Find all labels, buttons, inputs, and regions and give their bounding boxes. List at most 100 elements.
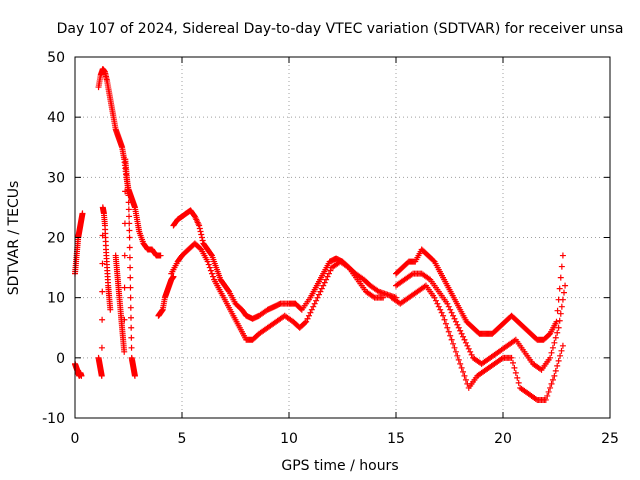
data-point bbox=[210, 273, 217, 280]
data-point bbox=[549, 344, 556, 351]
data-point bbox=[509, 359, 516, 366]
data-point bbox=[126, 220, 133, 227]
data-point bbox=[554, 329, 561, 336]
data-point bbox=[127, 274, 134, 281]
data-point bbox=[324, 273, 331, 280]
data-point bbox=[462, 339, 469, 346]
data-point bbox=[468, 351, 475, 358]
x-tick-label: 20 bbox=[494, 431, 512, 447]
data-point bbox=[121, 284, 128, 291]
data-point bbox=[196, 222, 203, 229]
y-tick-label: 50 bbox=[47, 50, 65, 66]
data-point bbox=[127, 284, 134, 291]
data-point bbox=[511, 364, 518, 371]
data-point bbox=[442, 320, 449, 327]
data-point bbox=[225, 287, 232, 294]
data-point bbox=[198, 231, 205, 238]
data-point bbox=[199, 237, 206, 244]
data-point bbox=[454, 321, 461, 328]
data-points bbox=[72, 66, 569, 403]
data-point bbox=[304, 315, 311, 322]
data-point bbox=[556, 285, 563, 292]
data-point bbox=[79, 210, 86, 217]
data-point bbox=[547, 384, 554, 391]
data-point bbox=[555, 324, 562, 331]
data-point bbox=[125, 192, 132, 199]
data-point bbox=[558, 347, 565, 354]
data-point bbox=[560, 289, 567, 296]
data-point bbox=[310, 303, 317, 310]
series-short-arcs bbox=[155, 273, 177, 319]
x-tick-label: 15 bbox=[387, 431, 405, 447]
data-point bbox=[558, 303, 565, 310]
x-axis-label: GPS time / hours bbox=[281, 458, 398, 474]
data-point bbox=[307, 309, 314, 316]
data-point bbox=[512, 369, 519, 376]
data-point bbox=[558, 263, 565, 270]
data-point bbox=[559, 342, 566, 349]
data-point bbox=[431, 294, 438, 301]
data-point bbox=[107, 306, 114, 313]
data-point bbox=[121, 316, 128, 323]
data-point bbox=[557, 310, 564, 317]
data-point bbox=[514, 374, 521, 381]
data-point bbox=[515, 379, 522, 386]
data-point bbox=[198, 234, 205, 241]
data-point bbox=[548, 349, 555, 356]
data-point bbox=[460, 333, 467, 340]
y-axis-label: SDTVAR / TECUs bbox=[6, 181, 22, 296]
data-point bbox=[444, 324, 451, 331]
data-point bbox=[544, 392, 551, 399]
series-evening-mid bbox=[393, 270, 569, 373]
data-point bbox=[380, 294, 387, 301]
data-point bbox=[317, 288, 324, 295]
x-tick-label: 5 bbox=[178, 431, 187, 447]
data-point bbox=[548, 380, 555, 387]
y-tick-label: 30 bbox=[47, 170, 65, 186]
data-point bbox=[438, 309, 445, 316]
data-point bbox=[447, 306, 454, 313]
data-point bbox=[325, 270, 332, 277]
data-point bbox=[445, 303, 452, 310]
data-point bbox=[127, 264, 134, 271]
data-point bbox=[99, 288, 106, 295]
data-point bbox=[125, 206, 132, 213]
data-point bbox=[552, 367, 559, 374]
data-point bbox=[448, 309, 455, 316]
data-point bbox=[551, 339, 558, 346]
data-point bbox=[321, 279, 328, 286]
data-point bbox=[315, 291, 322, 298]
data-point bbox=[557, 274, 564, 281]
data-point bbox=[559, 296, 566, 303]
data-point bbox=[549, 376, 556, 383]
data-point bbox=[126, 244, 133, 251]
data-point bbox=[562, 282, 569, 289]
data-point bbox=[546, 331, 553, 338]
data-point bbox=[121, 348, 128, 355]
data-point bbox=[131, 372, 138, 379]
data-point bbox=[435, 303, 442, 310]
x-tick-label: 25 bbox=[601, 431, 619, 447]
data-point bbox=[170, 273, 177, 280]
data-point bbox=[460, 368, 467, 375]
x-tick-label: 0 bbox=[71, 431, 80, 447]
data-point bbox=[445, 328, 452, 335]
data-point bbox=[432, 297, 439, 304]
data-point bbox=[440, 312, 447, 319]
data-point bbox=[128, 324, 135, 331]
data-point bbox=[434, 300, 441, 307]
data-point bbox=[441, 316, 448, 323]
data-point bbox=[451, 344, 458, 351]
y-tick-label: 20 bbox=[47, 231, 65, 247]
x-tick-label: 10 bbox=[280, 431, 298, 447]
data-point bbox=[455, 356, 462, 363]
data-point bbox=[303, 318, 310, 325]
data-point bbox=[555, 357, 562, 364]
data-point bbox=[207, 267, 214, 274]
data-point bbox=[430, 257, 437, 264]
data-point bbox=[551, 372, 558, 379]
data-point bbox=[437, 306, 444, 313]
data-point bbox=[127, 314, 134, 321]
series-evening-upper bbox=[393, 246, 566, 343]
